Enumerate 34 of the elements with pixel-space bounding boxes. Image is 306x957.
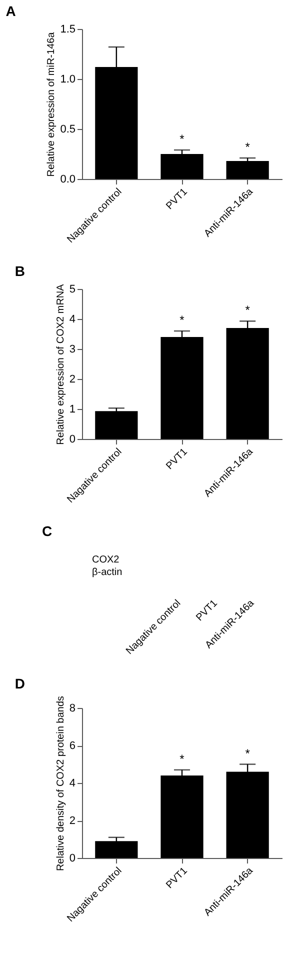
y-tick-label: 1.5 [60, 24, 76, 36]
y-tick-label: 3 [69, 344, 76, 356]
y-tick-label: 0 [69, 852, 76, 864]
y-tick-label: 0.0 [60, 174, 76, 186]
y-tick-label: 2 [69, 815, 76, 827]
text: COX2 [92, 554, 120, 566]
bar [95, 411, 138, 439]
bar [95, 841, 138, 858]
y-tick-label: 0.5 [60, 124, 76, 136]
bar [226, 161, 269, 179]
y-tick-label: 4 [69, 778, 76, 790]
text: C [42, 523, 52, 539]
y-axis-title: Relative expression of miR-146a [46, 32, 58, 177]
y-tick-label: 4 [69, 314, 76, 326]
annotation: * [245, 746, 250, 760]
y-tick-label: 5 [69, 284, 76, 296]
chart-title: D [14, 675, 26, 692]
annotation: * [245, 140, 250, 154]
y-tick-label: 6 [69, 740, 76, 752]
chart-title: B [14, 263, 26, 279]
y-tick-label: 0 [69, 434, 76, 446]
annotation: * [180, 752, 185, 766]
y-tick-label: 1 [69, 404, 76, 416]
chart-title: A [6, 3, 16, 19]
y-tick-label: 2 [69, 374, 76, 386]
y-tick-label: 8 [69, 702, 76, 714]
text: β-actin [92, 566, 122, 578]
y-axis-title: Relative expression of COX2 mRNA [55, 284, 66, 445]
annotation: * [180, 132, 185, 146]
annotation: * [180, 313, 185, 327]
bar [160, 154, 204, 179]
y-axis-title: Relative density of COX2 protein bands [55, 696, 66, 872]
annotation: * [245, 303, 250, 318]
y-tick-label: 1.0 [60, 74, 76, 86]
